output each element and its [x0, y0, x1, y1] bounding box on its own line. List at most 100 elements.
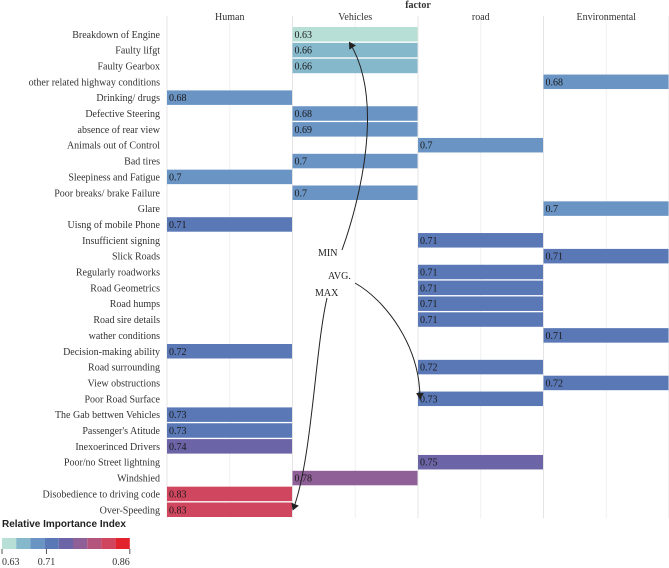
- row-label: Defective Steering: [85, 109, 160, 120]
- heatmap-cell: [543, 248, 669, 264]
- heatmap-cell: [167, 90, 292, 105]
- column-header: Environmental: [577, 12, 637, 23]
- cell-value-label: 0.7: [295, 157, 308, 168]
- cell-value-label: 0.72: [546, 378, 564, 389]
- cell-value-label: 0.72: [420, 363, 438, 374]
- cell-value-label: 0.71: [420, 283, 438, 294]
- heatmap-cell: [418, 312, 543, 327]
- heatmap-cell: [167, 169, 292, 185]
- heatmap-cell: [292, 42, 418, 58]
- cell-value-label: 0.66: [295, 46, 313, 57]
- legend-swatch: [115, 538, 130, 549]
- row-label: absence of rear view: [78, 125, 161, 136]
- heatmap-cell: [292, 27, 418, 42]
- heatmap-cells: 0.63 0.66 0.66 0.68 0.68 0.68 0.69 0.7 0.7 0.7 0.7…: [167, 27, 669, 517]
- heatmap-cell: [418, 280, 543, 296]
- cell-value-label: 0.66: [295, 61, 313, 72]
- heatmap-cell: [418, 359, 543, 375]
- cell-value-label: 0.7: [295, 188, 308, 199]
- row-label: Animals out of Control: [67, 141, 160, 152]
- heatmap-cell: [418, 137, 543, 153]
- row-label: Road sire details: [93, 315, 160, 326]
- legend: Relative Importance Index 0.63 0.71 0.86: [1, 519, 131, 568]
- annotations: MIN AVG. MAX: [291, 41, 424, 511]
- cell-value-label: 0.69: [295, 125, 313, 136]
- cell-value-label: 0.68: [169, 93, 187, 104]
- legend-swatch: [87, 538, 102, 549]
- legend-swatch: [44, 538, 59, 549]
- row-label: other related highway conditions: [29, 77, 160, 88]
- cell-value-label: 0.83: [169, 489, 187, 500]
- cell-value-label: 0.71: [420, 236, 438, 247]
- row-label: Bad tires: [124, 157, 160, 168]
- cell-value-label: 0.7: [169, 172, 182, 183]
- row-label: The Gab bettwen Vehicles: [55, 410, 160, 421]
- annotation-label: AVG.: [328, 271, 351, 282]
- row-label: Inexoerinced Drivers: [75, 442, 160, 453]
- cell-value-label: 0.73: [169, 426, 187, 437]
- cell-value-label: 0.71: [546, 331, 564, 342]
- heatmap-cell: [167, 407, 292, 422]
- cell-value-label: 0.68: [546, 77, 564, 88]
- chart-title: factor: [405, 0, 431, 11]
- legend-swatch: [30, 538, 45, 549]
- row-label: Poor Road Surface: [84, 394, 160, 405]
- legend-swatch: [58, 538, 73, 549]
- cell-value-label: 0.71: [420, 315, 438, 326]
- legend-tick-label: 0.71: [38, 557, 56, 568]
- heatmap-cell: [292, 106, 418, 121]
- cell-value-label: 0.63: [295, 30, 313, 41]
- row-label: Drinking/ drugs: [96, 93, 160, 104]
- row-label: Uisng of mobile Phone: [68, 220, 161, 231]
- legend-swatch: [2, 538, 17, 549]
- heatmap-cell: [292, 185, 418, 200]
- heatmap-cell: [292, 122, 418, 137]
- row-label: View obstructions: [88, 378, 161, 389]
- row-label: Road surrounding: [88, 363, 160, 374]
- row-label: Passenger's Atitude: [82, 426, 160, 437]
- row-label: wather conditions: [89, 331, 160, 342]
- heatmap-cell: [167, 423, 292, 438]
- heatmap-cell: [543, 328, 669, 343]
- row-label: Decision-making ability: [63, 347, 160, 358]
- row-label: Faulty lifgt: [115, 46, 160, 57]
- column-headers: Human Vehicles road Environmental: [215, 12, 636, 23]
- column-header: road: [472, 12, 490, 23]
- row-label: Road humps: [110, 299, 160, 310]
- heatmap-cell: [418, 264, 543, 280]
- annotation-label: MIN: [318, 248, 337, 259]
- legend-title: Relative Importance Index: [2, 519, 126, 530]
- row-label: Slick Roads: [112, 252, 160, 263]
- row-label: Poor/no Street lightning: [64, 458, 160, 469]
- annotation-arrow: [354, 282, 424, 400]
- cell-value-label: 0.68: [295, 109, 313, 120]
- heatmap-cell: [418, 233, 543, 248]
- cell-value-label: 0.73: [420, 394, 438, 405]
- legend-tick-label: 0.86: [112, 557, 130, 568]
- column-header: Vehicles: [338, 12, 372, 23]
- heatmap-cell: [167, 439, 292, 454]
- cell-value-label: 0.71: [546, 252, 564, 263]
- cell-value-label: 0.83: [169, 505, 187, 516]
- row-label: Over-Speeding: [100, 505, 160, 516]
- row-label: Windshied: [117, 474, 160, 485]
- row-label: Disobedience to driving code: [43, 489, 161, 500]
- cell-value-label: 0.78: [295, 474, 313, 485]
- cell-value-label: 0.71: [169, 220, 187, 231]
- row-label: Insufficient signing: [82, 236, 160, 247]
- legend-tick-label: 0.63: [2, 557, 20, 568]
- cell-value-label: 0.72: [169, 347, 187, 358]
- row-label: Faulty Gearbox: [98, 61, 161, 72]
- row-label: Sleepiness and Fatigue: [68, 172, 160, 183]
- cell-value-label: 0.7: [420, 141, 433, 152]
- cell-value-label: 0.71: [420, 299, 438, 310]
- annotation-label: MAX: [315, 288, 339, 299]
- column-header: Human: [215, 12, 244, 23]
- heatmap-cell: [167, 486, 292, 502]
- row-label: Regularly roadworks: [76, 268, 160, 279]
- annotation-arrow: [291, 297, 328, 511]
- heatmap-cell: [418, 391, 543, 407]
- heatmap-cell: [292, 58, 418, 74]
- heatmap-cell: [167, 217, 292, 232]
- heatmap-cell: [292, 470, 418, 486]
